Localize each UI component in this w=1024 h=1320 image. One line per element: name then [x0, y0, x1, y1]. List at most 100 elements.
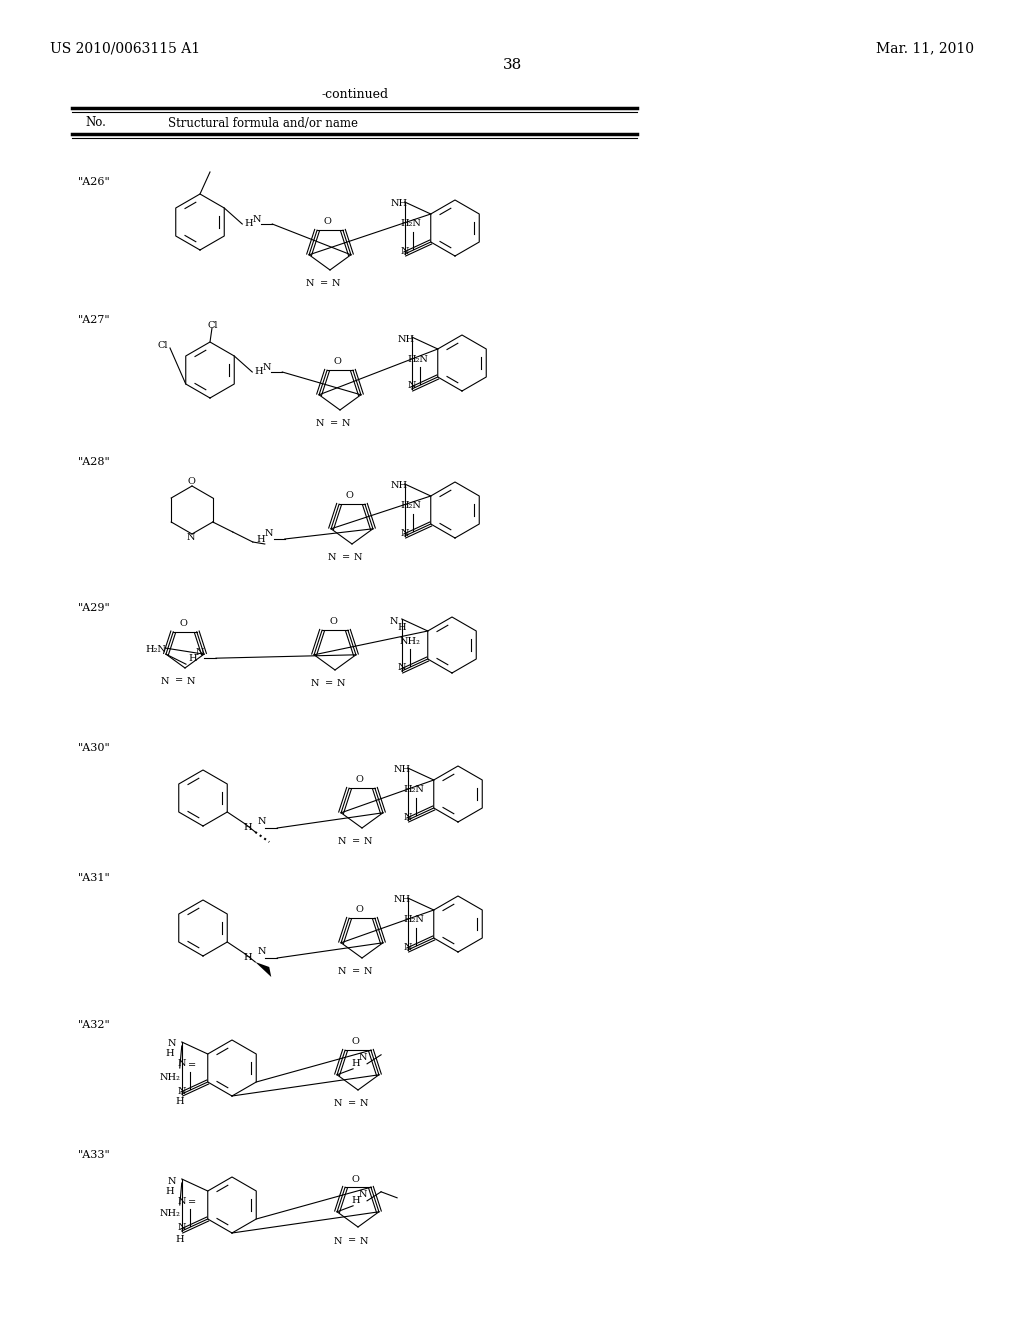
Text: N: N: [311, 680, 319, 689]
Text: N: N: [400, 528, 410, 537]
Text: N: N: [338, 837, 346, 846]
Text: "A30": "A30": [78, 743, 111, 752]
Text: N: N: [178, 1224, 186, 1233]
Text: N: N: [257, 948, 266, 957]
Text: "A31": "A31": [78, 873, 111, 883]
Text: NH: NH: [394, 766, 411, 775]
Polygon shape: [255, 962, 271, 977]
Text: =: =: [187, 1199, 196, 1208]
Text: H: H: [351, 1196, 359, 1205]
Text: O: O: [352, 1038, 359, 1047]
Text: "A32": "A32": [78, 1020, 111, 1030]
Text: O: O: [352, 1175, 359, 1184]
Text: H: H: [257, 535, 265, 544]
Text: NH: NH: [391, 482, 408, 491]
Text: N: N: [168, 1040, 176, 1048]
Text: Cl: Cl: [158, 341, 169, 350]
Text: N: N: [306, 280, 314, 289]
Text: N: N: [316, 420, 325, 429]
Text: N: N: [397, 664, 407, 672]
Text: H: H: [176, 1097, 184, 1106]
Text: =: =: [330, 420, 338, 429]
Text: N: N: [359, 1053, 368, 1063]
Text: O: O: [356, 906, 364, 915]
Text: N: N: [178, 1060, 186, 1068]
Text: N: N: [252, 214, 261, 223]
Text: N: N: [328, 553, 337, 562]
Text: H: H: [244, 953, 252, 962]
Text: N: N: [342, 420, 350, 429]
Text: N: N: [337, 680, 345, 689]
Text: H: H: [166, 1187, 174, 1196]
Text: N: N: [359, 1191, 368, 1200]
Text: N: N: [338, 968, 346, 977]
Text: N: N: [390, 616, 398, 626]
Text: H₂N: H₂N: [145, 645, 166, 655]
Text: NH₂: NH₂: [160, 1209, 180, 1218]
Text: NH₂: NH₂: [399, 636, 421, 645]
Text: O: O: [329, 618, 337, 627]
Text: N: N: [400, 247, 410, 256]
Text: H: H: [244, 824, 252, 833]
Text: H₂N: H₂N: [400, 219, 422, 228]
Text: N: N: [403, 942, 413, 952]
Text: =: =: [348, 1100, 356, 1109]
Text: N: N: [196, 648, 205, 656]
Text: N: N: [334, 1100, 342, 1109]
Text: O: O: [334, 358, 342, 367]
Text: N: N: [360, 1237, 369, 1246]
Text: Mar. 11, 2010: Mar. 11, 2010: [876, 41, 974, 55]
Text: NH₂: NH₂: [160, 1072, 180, 1081]
Text: N: N: [403, 813, 413, 821]
Text: No.: No.: [85, 116, 105, 129]
Text: N: N: [364, 968, 373, 977]
Text: H₂N: H₂N: [400, 502, 422, 511]
Text: H: H: [397, 623, 407, 631]
Text: N: N: [265, 528, 273, 537]
Text: =: =: [352, 837, 360, 846]
Text: =: =: [342, 553, 350, 562]
Text: "A33": "A33": [78, 1150, 111, 1160]
Text: N: N: [161, 676, 170, 685]
Text: N: N: [364, 837, 373, 846]
Text: NH: NH: [394, 895, 411, 904]
Text: N: N: [262, 363, 270, 371]
Text: N: N: [187, 533, 196, 543]
Text: N: N: [334, 1237, 342, 1246]
Text: O: O: [179, 619, 186, 628]
Text: O: O: [324, 218, 332, 227]
Text: N: N: [168, 1176, 176, 1185]
Text: N: N: [178, 1086, 186, 1096]
Text: H: H: [351, 1059, 359, 1068]
Text: H: H: [188, 653, 197, 663]
Text: =: =: [187, 1061, 196, 1071]
Text: H₂N: H₂N: [403, 916, 425, 924]
Text: N: N: [178, 1196, 186, 1205]
Text: N: N: [354, 553, 362, 562]
Text: N: N: [360, 1100, 369, 1109]
Text: H: H: [176, 1234, 184, 1243]
Text: O: O: [346, 491, 354, 500]
Text: H₂N: H₂N: [408, 355, 429, 363]
Text: "A28": "A28": [78, 457, 111, 467]
Text: Structural formula and/or name: Structural formula and/or name: [168, 116, 358, 129]
Text: Cl: Cl: [208, 321, 218, 330]
Text: N: N: [332, 280, 341, 289]
Text: 38: 38: [503, 58, 521, 73]
Text: H₂N: H₂N: [403, 785, 425, 795]
Text: NH: NH: [391, 199, 408, 209]
Text: O: O: [187, 477, 195, 486]
Text: =: =: [319, 280, 328, 289]
Text: O: O: [356, 776, 364, 784]
Text: "A26": "A26": [78, 177, 111, 187]
Text: N: N: [187, 676, 196, 685]
Text: H: H: [166, 1049, 174, 1059]
Text: N: N: [408, 381, 416, 391]
Text: US 2010/0063115 A1: US 2010/0063115 A1: [50, 41, 200, 55]
Text: =: =: [352, 968, 360, 977]
Text: =: =: [325, 680, 333, 689]
Text: =: =: [175, 676, 183, 685]
Text: NH: NH: [397, 334, 415, 343]
Text: H: H: [245, 219, 253, 228]
Text: =: =: [348, 1237, 356, 1246]
